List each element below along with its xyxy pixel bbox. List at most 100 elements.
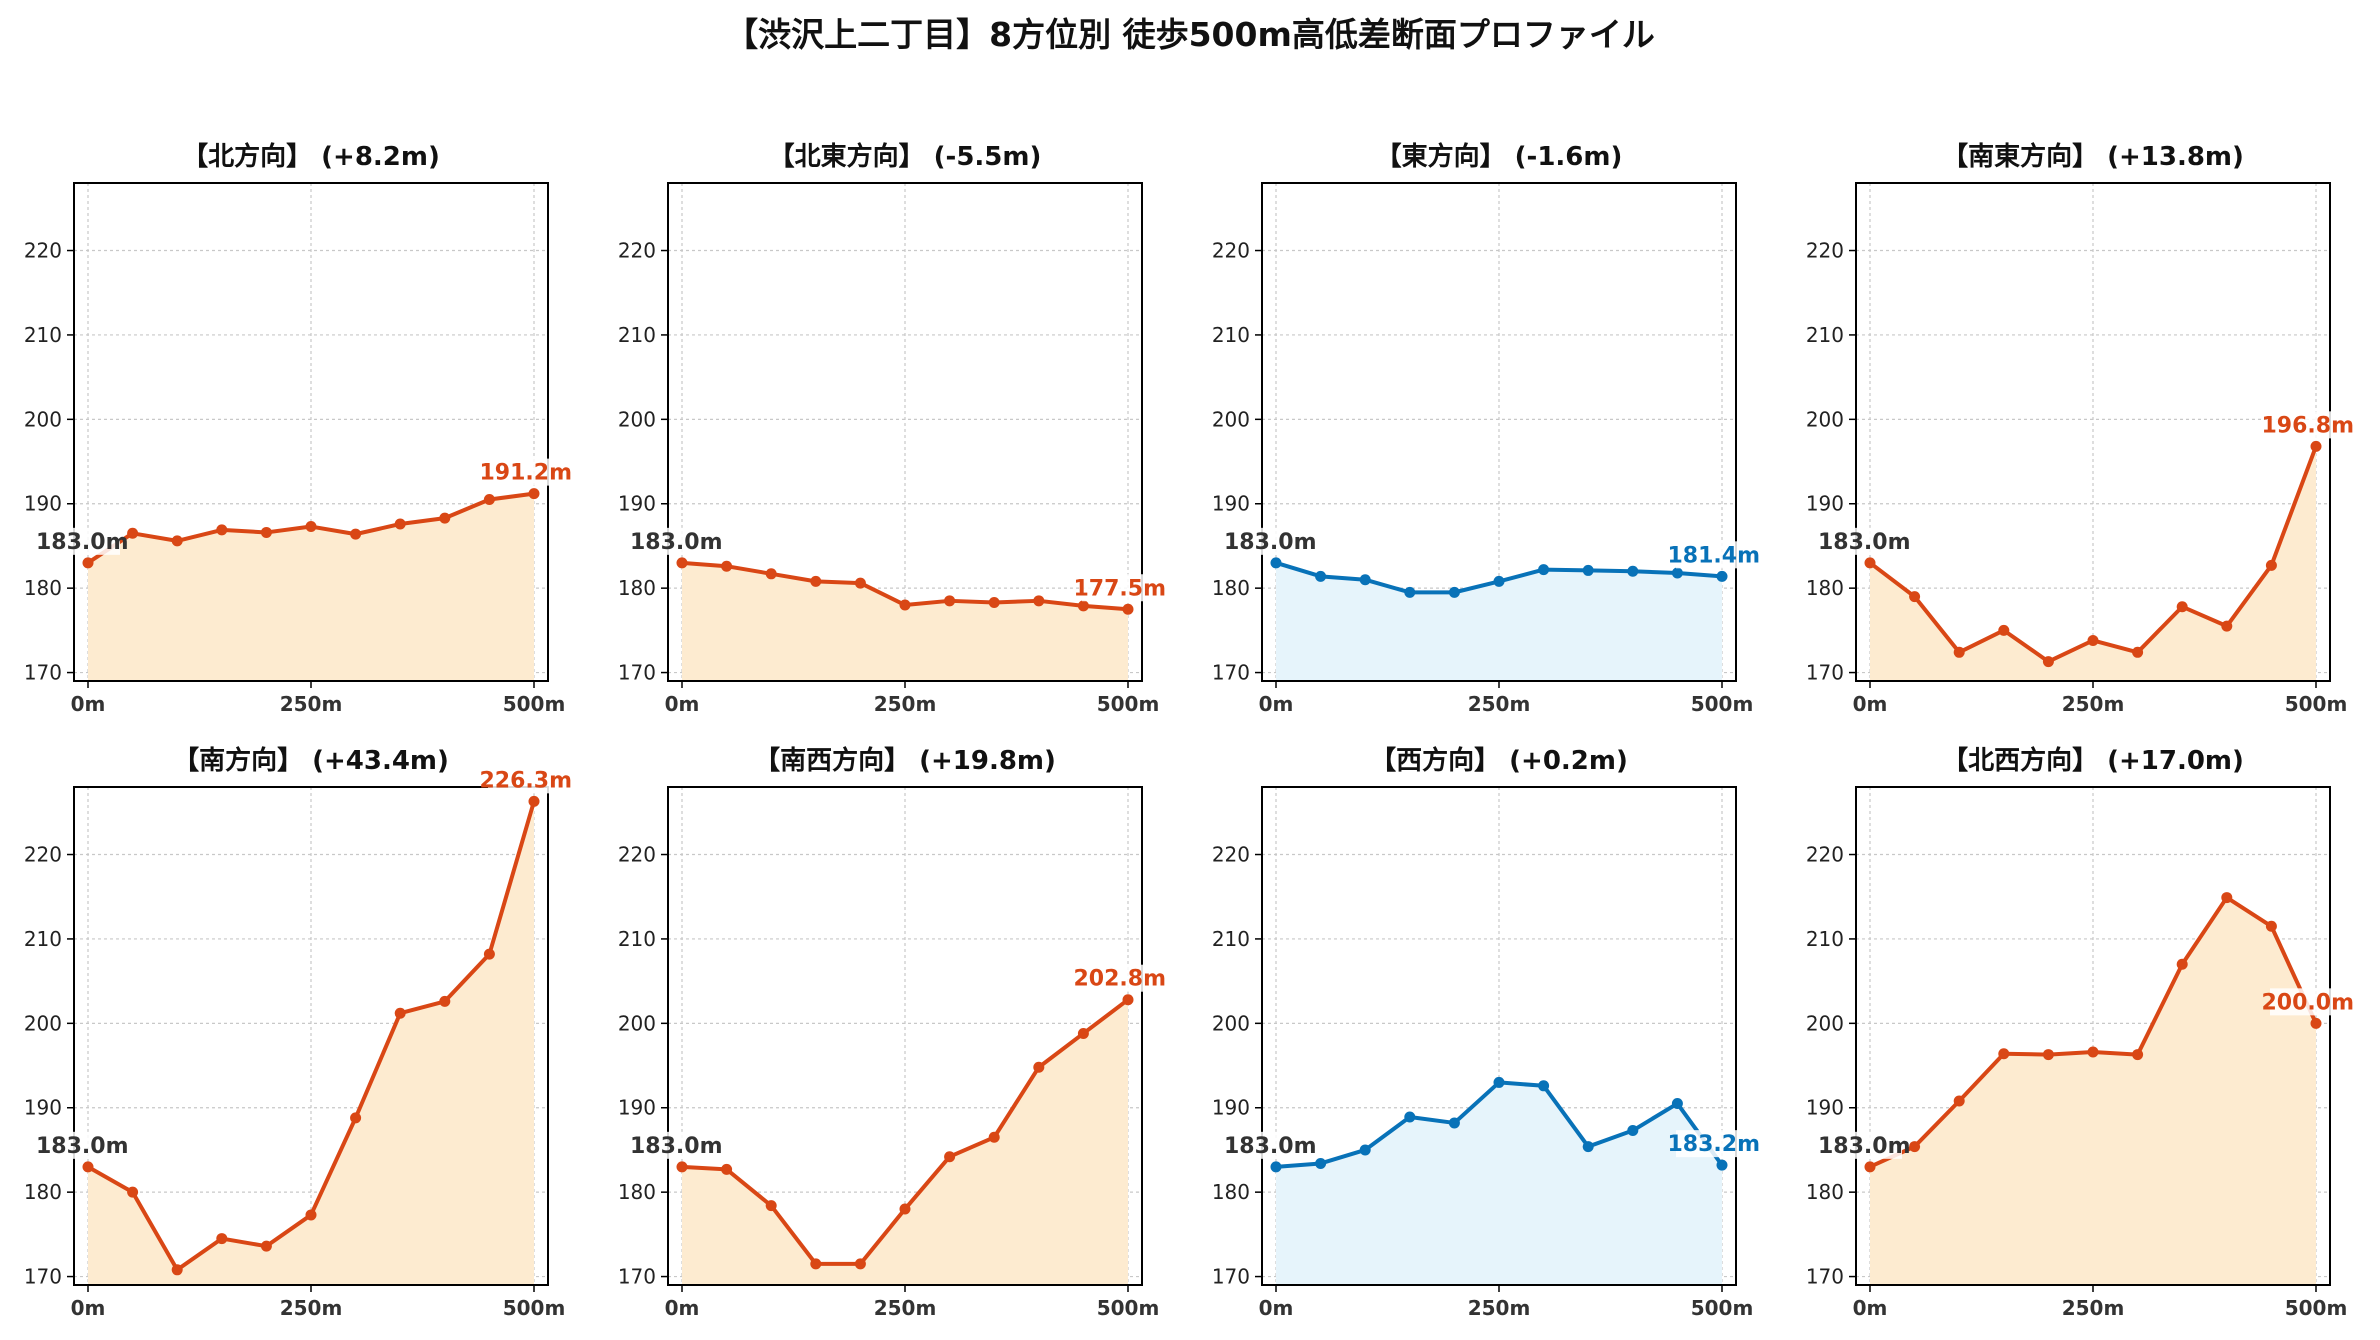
data-point <box>2087 1046 2099 1058</box>
data-point <box>1404 1111 1416 1123</box>
x-tick-label: 500m <box>1097 692 1160 716</box>
data-point <box>676 1161 688 1173</box>
data-point <box>1077 600 1089 612</box>
y-tick-label: 190 <box>1212 492 1250 516</box>
data-point <box>676 557 688 569</box>
start-label: 183.0m <box>1224 530 1317 555</box>
data-point <box>1716 570 1728 582</box>
x-tick-label: 500m <box>2285 1296 2348 1320</box>
y-tick-label: 170 <box>618 661 656 685</box>
y-tick-label: 210 <box>618 323 656 347</box>
data-point <box>1909 591 1921 603</box>
data-point <box>765 1200 777 1212</box>
end-label-bg <box>488 766 575 794</box>
x-tick-label: 250m <box>2062 1296 2125 1320</box>
start-label-bg <box>1815 527 1902 555</box>
chart-title: 【西方向】 (+0.2m) <box>1370 745 1628 776</box>
y-tick-label: 210 <box>1212 927 1250 951</box>
end-label-bg <box>488 458 575 486</box>
data-point <box>1359 574 1371 586</box>
chart-title: 【南方向】 (+43.4m) <box>173 745 449 776</box>
x-tick-label: 250m <box>874 692 937 716</box>
chart-title: 【東方向】 (-1.6m) <box>1376 141 1623 172</box>
data-point <box>1315 1157 1327 1169</box>
data-point <box>528 488 540 500</box>
x-tick-label: 250m <box>874 1296 937 1320</box>
data-point <box>1953 646 1965 658</box>
y-tick-label: 180 <box>618 576 656 600</box>
data-point <box>1716 1159 1728 1171</box>
chart-panel-2: 170 180 190 200 210 220 0m 250m 500m 【東方向】 (-1.6m… <box>1212 141 1763 716</box>
data-point <box>2265 920 2277 932</box>
data-point <box>2221 620 2233 632</box>
data-point <box>350 1112 362 1124</box>
area-fill <box>1870 897 2316 1285</box>
data-point <box>1909 1141 1921 1153</box>
area-fill <box>682 562 1128 681</box>
data-point <box>854 577 866 589</box>
end-label: 181.4m <box>1667 543 1760 568</box>
data-point <box>2265 559 2277 571</box>
data-point <box>1033 1061 1045 1073</box>
data-point <box>1998 1048 2010 1060</box>
y-tick-label: 210 <box>24 323 62 347</box>
y-tick-label: 170 <box>1806 661 1844 685</box>
data-point <box>483 948 495 960</box>
data-point <box>899 599 911 611</box>
chart-title: 【南東方向】 (+13.8m) <box>1942 141 2244 172</box>
data-point <box>988 597 1000 609</box>
y-tick-label: 220 <box>618 843 656 867</box>
start-label-bg <box>33 1131 120 1159</box>
x-tick-label: 250m <box>1468 692 1531 716</box>
data-point <box>1998 624 2010 636</box>
data-point <box>1864 557 1876 569</box>
end-label-bg <box>2270 411 2357 439</box>
end-label-bg <box>2270 988 2357 1016</box>
x-tick-label: 0m <box>1853 1296 1888 1320</box>
data-point <box>171 1264 183 1276</box>
chart-panel-1: 170 180 190 200 210 220 0m 250m 500m 【北東方向】 (-5.5… <box>618 141 1169 716</box>
y-tick-label: 180 <box>24 1180 62 1204</box>
end-label: 183.2m <box>1667 1132 1760 1157</box>
y-tick-label: 170 <box>1806 1265 1844 1289</box>
x-tick-label: 0m <box>1853 692 1888 716</box>
y-tick-label: 180 <box>618 1180 656 1204</box>
start-label: 183.0m <box>36 530 129 555</box>
area-fill <box>88 493 534 681</box>
start-label: 183.0m <box>1224 1134 1317 1159</box>
x-tick-label: 500m <box>503 692 566 716</box>
y-tick-label: 180 <box>1806 576 1844 600</box>
start-label: 183.0m <box>1818 1134 1911 1159</box>
y-tick-label: 220 <box>1806 239 1844 263</box>
start-label: 183.0m <box>1818 530 1911 555</box>
data-point <box>988 1131 1000 1143</box>
chart-title: 【南西方向】 (+19.8m) <box>754 745 1056 776</box>
data-point <box>216 524 228 536</box>
start-label-bg <box>627 1131 714 1159</box>
data-point <box>1270 557 1282 569</box>
data-point <box>439 995 451 1007</box>
data-point <box>216 1233 228 1245</box>
y-tick-label: 190 <box>24 1096 62 1120</box>
start-label-bg <box>627 527 714 555</box>
y-tick-label: 220 <box>618 239 656 263</box>
chart-panel-5: 170 180 190 200 210 220 0m 250m 500m 【南西方向】 (+19.… <box>618 745 1169 1320</box>
data-point <box>2042 656 2054 668</box>
y-tick-label: 220 <box>1212 239 1250 263</box>
area-fill <box>1870 446 2316 681</box>
data-point <box>394 1007 406 1019</box>
y-tick-label: 180 <box>1212 1180 1250 1204</box>
data-point <box>2221 892 2233 904</box>
data-point <box>1404 586 1416 598</box>
data-point <box>127 1186 139 1198</box>
end-label-bg <box>1676 541 1763 569</box>
data-point <box>171 535 183 547</box>
x-tick-label: 0m <box>1259 1296 1294 1320</box>
y-tick-label: 180 <box>1212 576 1250 600</box>
end-label-bg <box>1082 574 1169 602</box>
y-tick-label: 190 <box>1212 1096 1250 1120</box>
x-tick-label: 0m <box>665 1296 700 1320</box>
figure-title: 【渋沢上二丁目】8方位別 徒歩500m高低差断面プロファイル <box>725 15 1655 54</box>
chart-panel-4: 170 180 190 200 210 220 0m 250m 500m 【南方向】 (+43.4… <box>24 745 575 1320</box>
